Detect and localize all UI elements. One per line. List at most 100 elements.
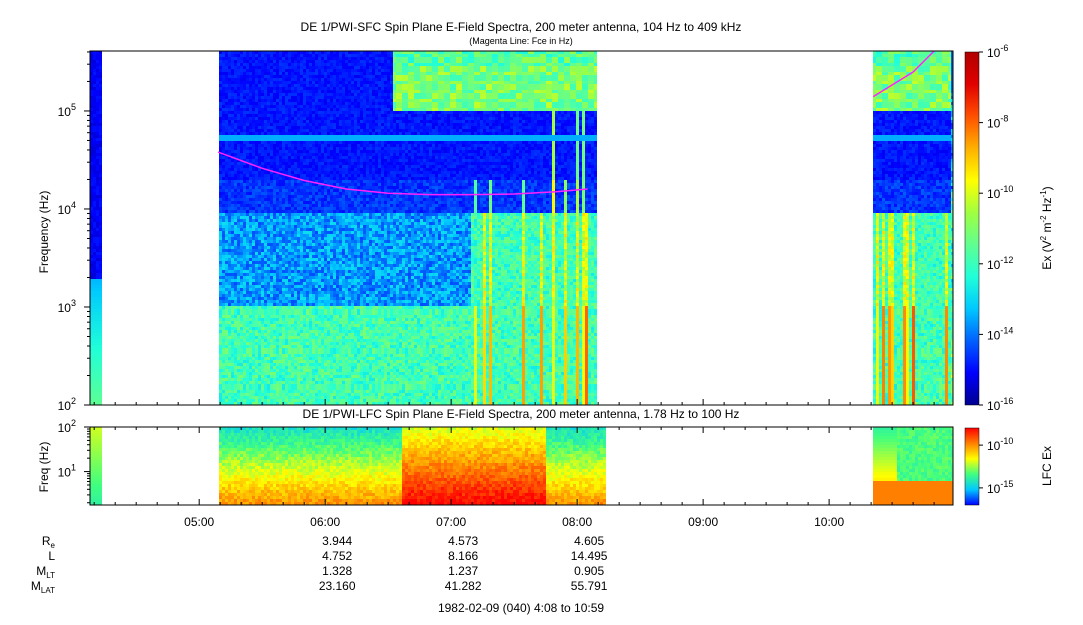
spectrogram-cell bbox=[228, 60, 231, 63]
spectrogram-cell bbox=[231, 246, 234, 249]
spectrogram-cell bbox=[267, 270, 270, 273]
spectrogram-cell bbox=[267, 156, 270, 159]
spectrogram-cell bbox=[303, 162, 306, 165]
spectrogram-cell bbox=[237, 57, 240, 60]
spectrogram-cell bbox=[294, 285, 297, 288]
spectrogram-cell bbox=[309, 66, 312, 69]
spectrogram-cell bbox=[243, 312, 246, 315]
spectrogram-cell bbox=[99, 105, 102, 108]
spectrogram-cell bbox=[300, 396, 303, 399]
spectrogram-cell bbox=[276, 96, 279, 99]
spectrogram-cell bbox=[282, 387, 285, 390]
spectrogram-cell bbox=[324, 180, 327, 183]
spectrogram-cell bbox=[93, 156, 96, 159]
spectrogram-cell bbox=[285, 222, 288, 225]
spectrogram-cell bbox=[315, 120, 318, 123]
spectrogram-cell bbox=[315, 348, 318, 351]
spectrogram-cell bbox=[273, 231, 276, 234]
spectrogram-cell bbox=[231, 84, 234, 87]
spectrogram-cell bbox=[318, 198, 321, 201]
spectrogram-cell bbox=[267, 123, 270, 126]
spectrogram-cell bbox=[219, 354, 222, 357]
spectrogram-cell bbox=[315, 339, 318, 342]
spectrogram-cell bbox=[315, 63, 318, 66]
spectrogram-cell bbox=[315, 66, 318, 69]
spectrogram-cell bbox=[267, 204, 270, 207]
spectrogram-cell bbox=[306, 252, 309, 255]
spectrogram-cell bbox=[318, 258, 321, 261]
spectrogram-cell bbox=[255, 81, 258, 84]
spectrogram-cell bbox=[255, 234, 258, 237]
spectrogram-cell bbox=[300, 240, 303, 243]
spectrogram-cell bbox=[315, 360, 318, 363]
spectrogram-cell bbox=[231, 342, 234, 345]
spectrogram-cell bbox=[327, 108, 330, 111]
spectrogram-cell bbox=[297, 396, 300, 399]
spectrogram-cell bbox=[300, 183, 303, 186]
spectrogram-cell bbox=[222, 318, 225, 321]
spectrogram-cell bbox=[270, 243, 273, 246]
spectrogram-cell bbox=[330, 267, 333, 270]
spectrogram-cell bbox=[231, 309, 234, 312]
spectrogram-cell bbox=[276, 102, 279, 105]
spectrogram-cell bbox=[225, 117, 228, 120]
spectrogram-cell bbox=[225, 129, 228, 132]
spectrogram-cell bbox=[258, 297, 261, 300]
spectrogram-cell bbox=[318, 114, 321, 117]
spectrogram-cell bbox=[222, 282, 225, 285]
spectrogram-cell bbox=[243, 213, 246, 216]
spectrogram-cell bbox=[330, 396, 333, 399]
spectrogram-cell bbox=[240, 234, 243, 237]
spectrogram-cell bbox=[243, 111, 246, 114]
spectrogram-cell bbox=[276, 357, 279, 360]
spectrogram-cell bbox=[252, 57, 255, 60]
spectrogram-cell bbox=[306, 186, 309, 189]
spectrogram-cell bbox=[309, 291, 312, 294]
spectrogram-cell bbox=[219, 261, 222, 264]
spectrogram-cell bbox=[264, 276, 267, 279]
spectrogram-cell bbox=[96, 222, 99, 225]
spectrogram-cell bbox=[300, 300, 303, 303]
spectrogram-cell bbox=[225, 234, 228, 237]
spectrogram-cell bbox=[291, 327, 294, 330]
spectrogram-cell bbox=[306, 78, 309, 81]
spectrogram-cell bbox=[315, 90, 318, 93]
spectrogram-cell bbox=[228, 249, 231, 252]
spectrogram-cell bbox=[246, 204, 249, 207]
spectrogram-cell bbox=[237, 138, 240, 141]
spectrogram-cell bbox=[249, 138, 252, 141]
spectrogram-cell bbox=[243, 342, 246, 345]
spectrogram-cell bbox=[240, 213, 243, 216]
spectrogram-cell bbox=[279, 387, 282, 390]
spectrogram-cell bbox=[231, 213, 234, 216]
spectrogram-cell bbox=[279, 153, 282, 156]
spectrogram-cell bbox=[222, 132, 225, 135]
spectrogram-cell bbox=[270, 183, 273, 186]
spectrogram-cell bbox=[297, 267, 300, 270]
spectrogram-cell bbox=[309, 399, 312, 402]
spectrogram-cell bbox=[246, 234, 249, 237]
spectrogram-cell bbox=[309, 360, 312, 363]
spectrogram-cell bbox=[264, 120, 267, 123]
spectrogram-cell bbox=[285, 348, 288, 351]
spectrogram-cell bbox=[285, 225, 288, 228]
spectrogram-cell bbox=[330, 141, 333, 144]
spectrogram-cell bbox=[267, 255, 270, 258]
spectrogram-cell bbox=[237, 90, 240, 93]
spectrogram-cell bbox=[306, 330, 309, 333]
spectrogram-cell bbox=[258, 123, 261, 126]
spectrogram-cell bbox=[222, 138, 225, 141]
spectrogram-cell bbox=[219, 336, 222, 339]
spectrogram-cell bbox=[264, 273, 267, 276]
spectrogram-cell bbox=[240, 99, 243, 102]
spectrogram-cell bbox=[255, 393, 258, 396]
spectrogram-cell bbox=[315, 318, 318, 321]
spectrogram-cell bbox=[321, 195, 324, 198]
spectrogram-cell bbox=[309, 309, 312, 312]
spectrogram-cell bbox=[321, 381, 324, 384]
spectrogram-cell bbox=[303, 309, 306, 312]
spectrogram-cell bbox=[279, 348, 282, 351]
spectrogram-cell bbox=[276, 237, 279, 240]
spectrogram-cell bbox=[99, 222, 102, 225]
spectrogram-cell bbox=[291, 237, 294, 240]
